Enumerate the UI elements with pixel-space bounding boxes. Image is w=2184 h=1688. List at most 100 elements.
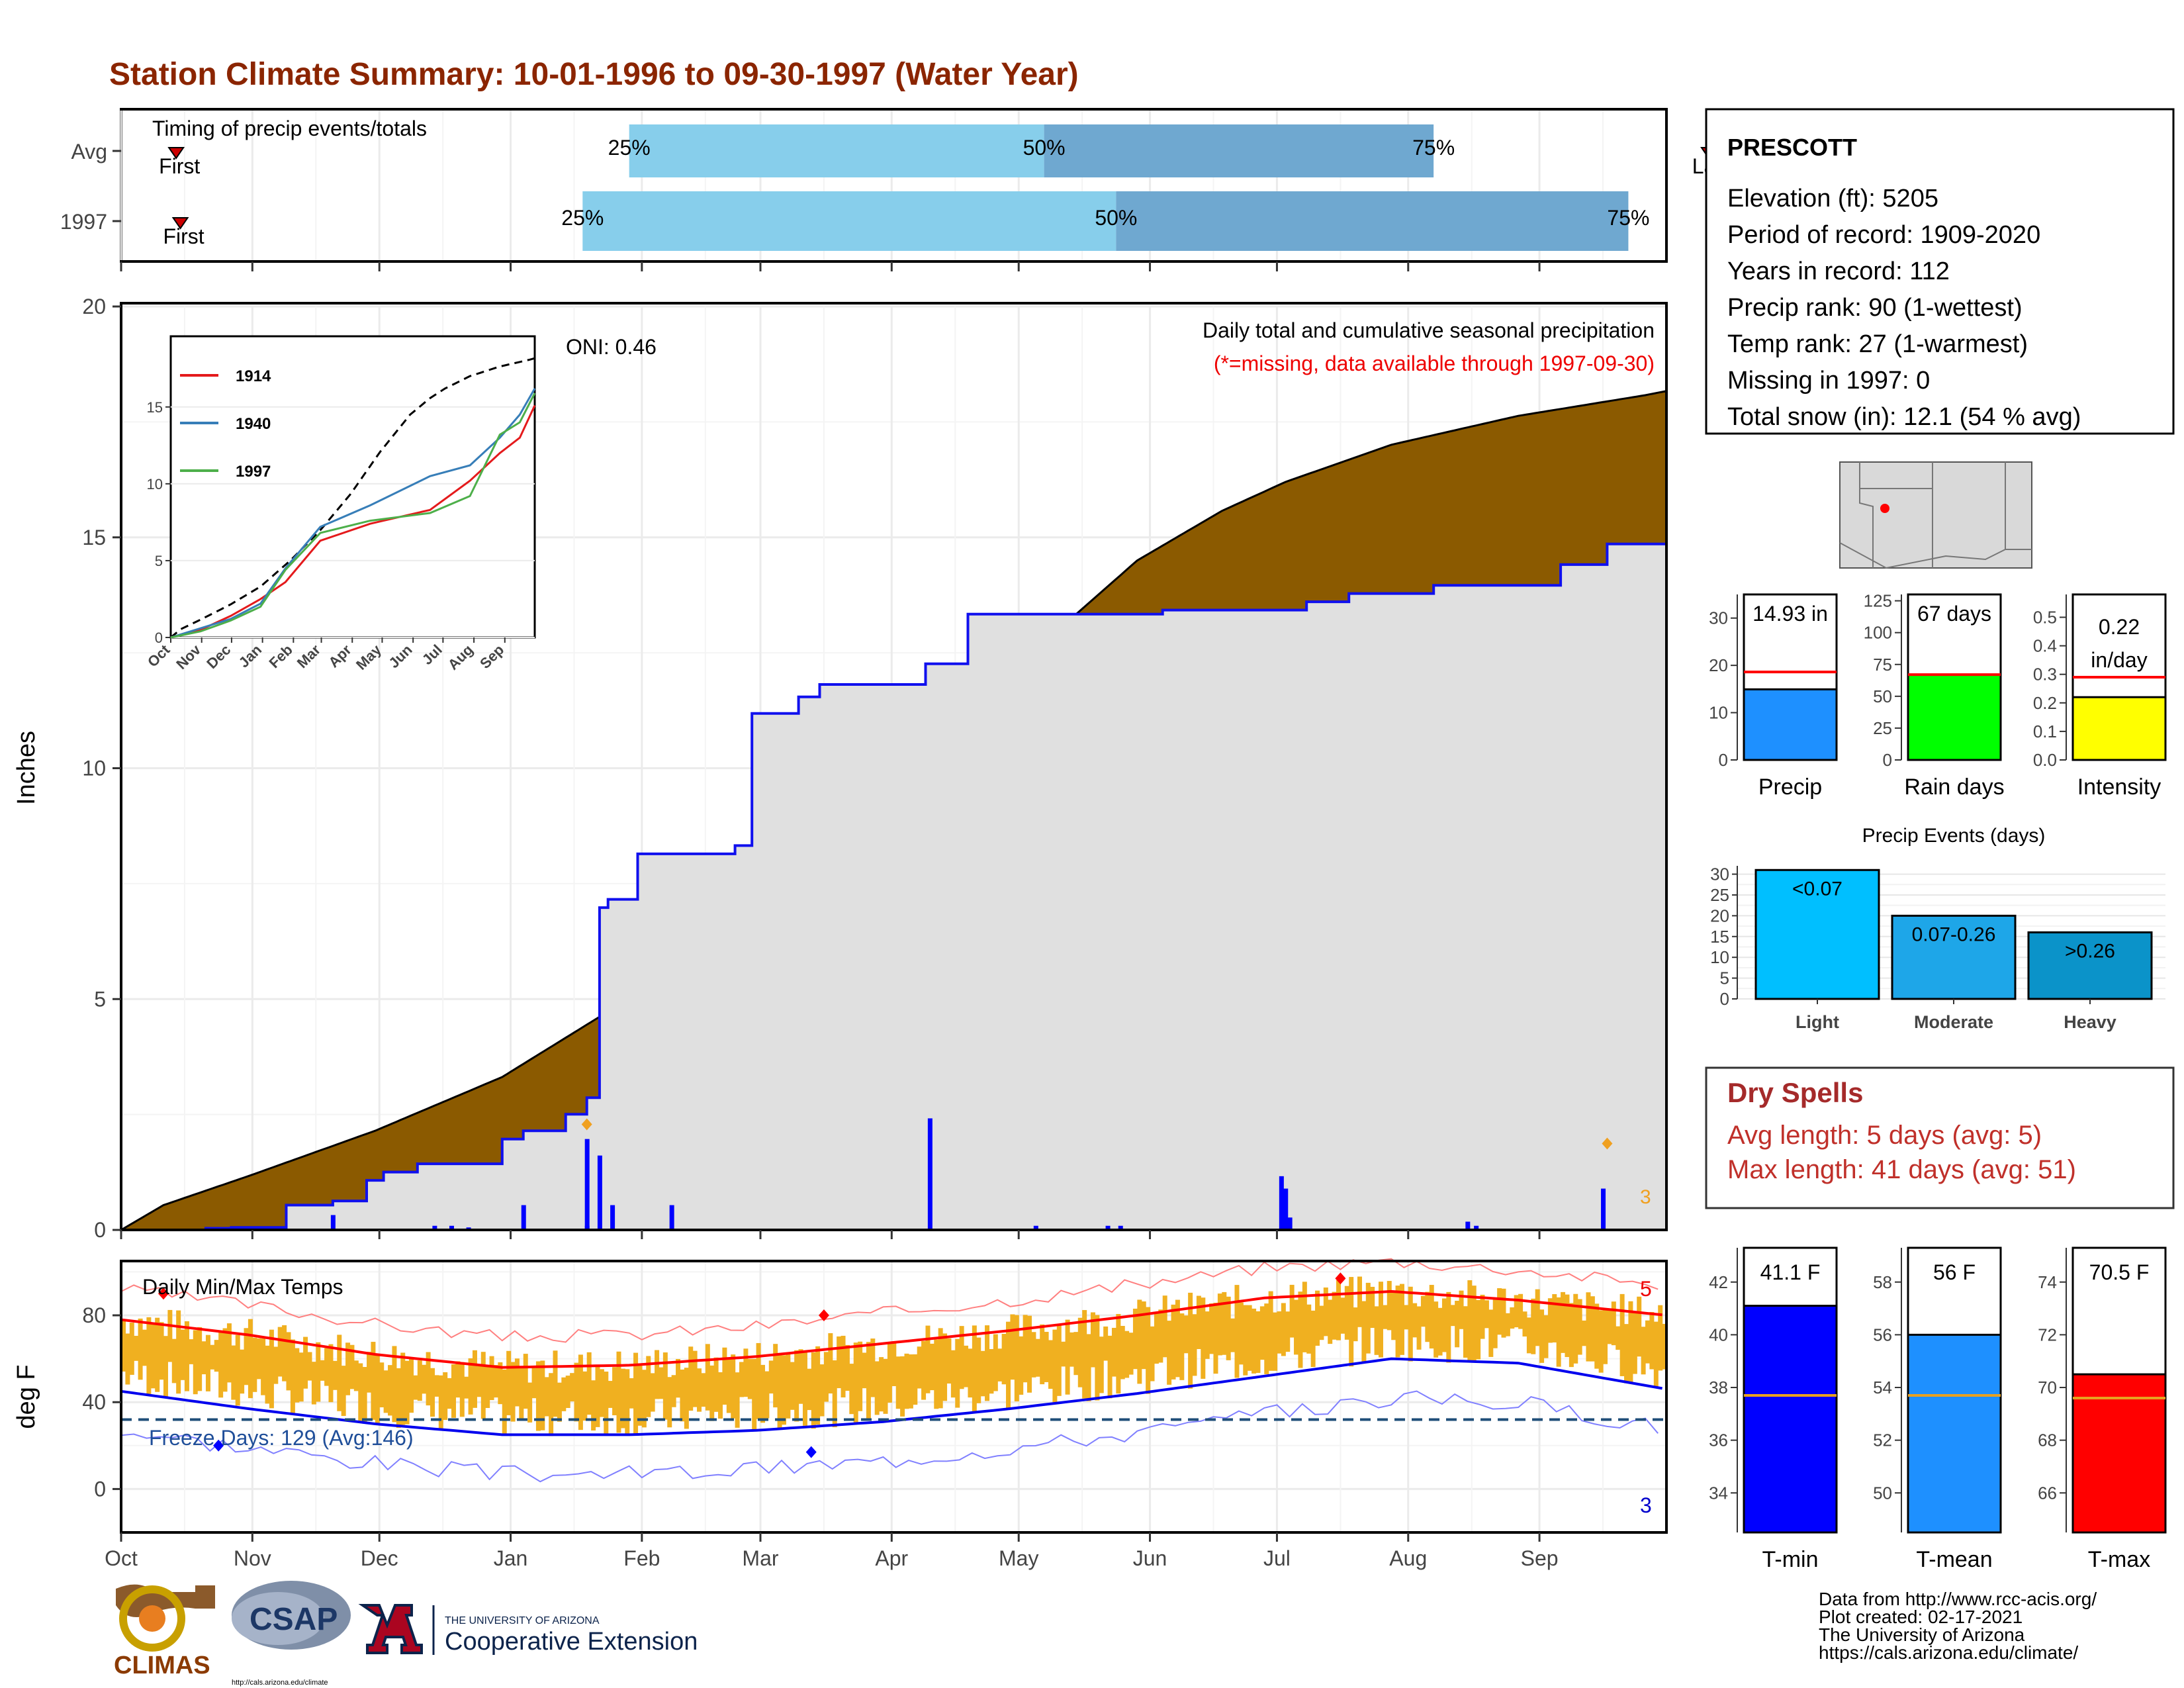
daily-precip-bar [584, 1139, 590, 1230]
daily-temp-range [480, 1352, 486, 1419]
daily-temp-range [959, 1326, 964, 1389]
month-label: Sep [1521, 1546, 1559, 1570]
dry-spells-box [1705, 1066, 2175, 1209]
temp-bar-t-min-tick-label: 36 [1709, 1430, 1728, 1450]
record-high-marker [158, 1288, 169, 1300]
ua-big-text: Cooperative Extension [445, 1628, 698, 1656]
daily-temp-range [1132, 1308, 1138, 1370]
daily-temp-range [1658, 1305, 1663, 1371]
daily-temp-range [1107, 1335, 1113, 1399]
normal-min-line [120, 1357, 1662, 1436]
daily-temp-range [1061, 1341, 1066, 1367]
daily-temp-range [1010, 1314, 1015, 1380]
daily-temp-range [1226, 1296, 1231, 1360]
record-high-marker [818, 1309, 829, 1321]
daily-temp-range [688, 1346, 694, 1411]
map-state-borders [1859, 462, 1874, 568]
daily-temp-range [726, 1357, 731, 1413]
daily-temp-range [964, 1345, 969, 1387]
daily-temp-range [1378, 1282, 1383, 1358]
daily-temp-range [502, 1369, 507, 1434]
station-info-line: Precip rank: 90 (1-wettest) [1727, 294, 2023, 322]
temp-bar-t-min-tick-label: 40 [1709, 1325, 1728, 1344]
daily-temp-range [1594, 1303, 1600, 1369]
daily-temp-range [1031, 1332, 1036, 1378]
inset-y-tick-label: 5 [155, 553, 163, 569]
daily-temp-range [565, 1376, 570, 1408]
temp-bar-t-mean-tick-label: 52 [1873, 1430, 1892, 1450]
daily-temp-range [1628, 1301, 1633, 1384]
month-label: Feb [623, 1546, 660, 1570]
daily-temp-range [1632, 1313, 1637, 1374]
precip-y-label: Inches [13, 731, 40, 805]
daily-temp-range [620, 1368, 625, 1429]
daily-temp-range [895, 1356, 901, 1409]
daily-temp-range [392, 1346, 397, 1423]
daily-temp-range [535, 1361, 541, 1431]
stat-bar-intensity-value-bar [2071, 696, 2167, 761]
daily-precip-bar [1033, 1225, 1038, 1230]
daily-temp-range [1154, 1313, 1159, 1364]
daily-temp-range [659, 1367, 664, 1399]
daily-temp-range [1196, 1295, 1201, 1349]
daily-temp-range [1446, 1291, 1451, 1363]
daily-temp-range [316, 1342, 321, 1402]
station-name: PRESCOTT [1727, 134, 1857, 161]
daily-temp-range [1146, 1307, 1151, 1394]
daily-temp-range [1450, 1305, 1455, 1327]
temp-bar-t-max-tick-label: 66 [2038, 1483, 2057, 1503]
events-title: Precip Events (days) [1862, 825, 2046, 847]
stat-value-text: 67 days [1917, 602, 1991, 626]
temp-bar-t-min-value-bar [1743, 1305, 1838, 1534]
daily-temp-range [434, 1375, 439, 1397]
daily-temp-range [582, 1371, 588, 1421]
snow-marker [581, 1118, 592, 1131]
daily-temp-range [1531, 1298, 1536, 1354]
daily-temp-range [807, 1368, 812, 1411]
stat-bar-intensity-tick-label: 0.1 [2033, 722, 2057, 741]
daily-temp-range [874, 1361, 880, 1415]
daily-temp-range [1243, 1305, 1248, 1376]
daily-temp-range [142, 1329, 147, 1366]
precip-x-axis [120, 1230, 1541, 1239]
daily-temp-range [1556, 1297, 1561, 1367]
daily-temp-range [353, 1360, 359, 1391]
daily-temp-range [349, 1344, 355, 1389]
record-high-marker [1335, 1272, 1346, 1285]
daily-temp-range [553, 1350, 558, 1417]
daily-temp-range [1518, 1293, 1524, 1329]
temp-bar-t-mean-value-bar [1907, 1333, 2002, 1534]
daily-temp-range [167, 1309, 173, 1362]
record-low-marker [805, 1446, 817, 1458]
daily-temp-range [438, 1375, 443, 1429]
stat-bar-precip-tick-label: 20 [1709, 655, 1728, 675]
daily-temp-range [1264, 1303, 1269, 1374]
daily-temp-range [1492, 1297, 1498, 1348]
daily-temp-range [358, 1363, 363, 1423]
daily-temp-range [371, 1342, 376, 1420]
daily-temp-range [379, 1362, 385, 1407]
daily-temp-range [527, 1382, 533, 1423]
dry-spells-max: Max length: 41 days (avg: 51) [1727, 1155, 2076, 1184]
daily-temp-range [417, 1360, 422, 1401]
daily-temp-range [972, 1325, 977, 1413]
daily-temp-range [1006, 1321, 1011, 1409]
daily-temp-range [184, 1321, 189, 1391]
daily-temp-range [1077, 1317, 1083, 1387]
daily-temp-range [240, 1349, 245, 1394]
inset-legend-label: 1914 [236, 367, 271, 385]
daily-temp-range [743, 1348, 749, 1397]
map-border-mexico [1839, 542, 2032, 569]
daily-temp-range [498, 1362, 503, 1405]
precip-corner-count: 3 [1640, 1186, 1651, 1208]
daily-temp-range [1383, 1305, 1388, 1329]
daily-temp-range [692, 1350, 698, 1407]
daily-temp-range [506, 1350, 512, 1415]
daily-temp-range [531, 1368, 537, 1399]
events-y-tick-label: 15 [1710, 927, 1729, 947]
daily-temp-range [1273, 1312, 1278, 1371]
daily-temp-range [1577, 1299, 1582, 1355]
daily-temp-range [443, 1372, 448, 1421]
stat-bar-rain-days-tick-label: 75 [1873, 655, 1892, 675]
temp-y-tick-label: 80 [82, 1303, 106, 1327]
